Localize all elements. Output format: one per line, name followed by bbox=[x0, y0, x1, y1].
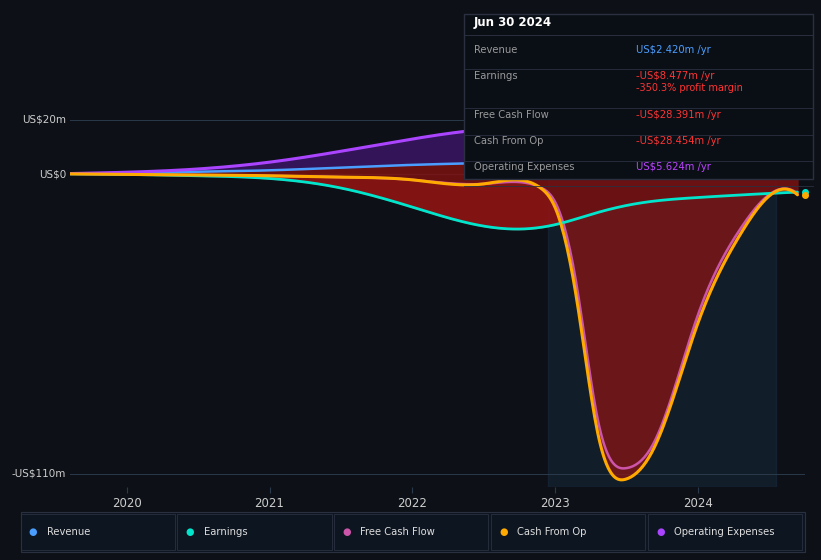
Text: US$0: US$0 bbox=[39, 169, 67, 179]
Bar bbox=[548, 106, 776, 487]
Text: Cash From Op: Cash From Op bbox=[474, 136, 544, 146]
Text: Earnings: Earnings bbox=[204, 527, 247, 537]
Text: -US$28.454m /yr: -US$28.454m /yr bbox=[636, 136, 721, 146]
Text: ●: ● bbox=[656, 527, 664, 537]
Text: US$20m: US$20m bbox=[22, 115, 67, 125]
Text: Operating Expenses: Operating Expenses bbox=[474, 162, 574, 172]
Text: ●: ● bbox=[29, 527, 37, 537]
Text: Revenue: Revenue bbox=[47, 527, 90, 537]
Text: ●: ● bbox=[342, 527, 351, 537]
Text: Jun 30 2024: Jun 30 2024 bbox=[474, 16, 552, 29]
Text: ●: ● bbox=[499, 527, 507, 537]
Text: Earnings: Earnings bbox=[474, 71, 517, 81]
Text: -US$8.477m /yr: -US$8.477m /yr bbox=[636, 71, 714, 81]
Text: -US$110m: -US$110m bbox=[11, 469, 67, 479]
Text: Cash From Op: Cash From Op bbox=[517, 527, 587, 537]
Text: US$5.624m /yr: US$5.624m /yr bbox=[636, 162, 711, 172]
Text: -350.3% profit margin: -350.3% profit margin bbox=[636, 83, 743, 93]
Text: ●: ● bbox=[186, 527, 194, 537]
Text: Free Cash Flow: Free Cash Flow bbox=[474, 110, 548, 120]
Text: Free Cash Flow: Free Cash Flow bbox=[360, 527, 435, 537]
Text: Revenue: Revenue bbox=[474, 45, 517, 55]
Text: Operating Expenses: Operating Expenses bbox=[674, 527, 774, 537]
Text: -US$28.391m /yr: -US$28.391m /yr bbox=[636, 110, 721, 120]
Text: US$2.420m /yr: US$2.420m /yr bbox=[636, 45, 711, 55]
